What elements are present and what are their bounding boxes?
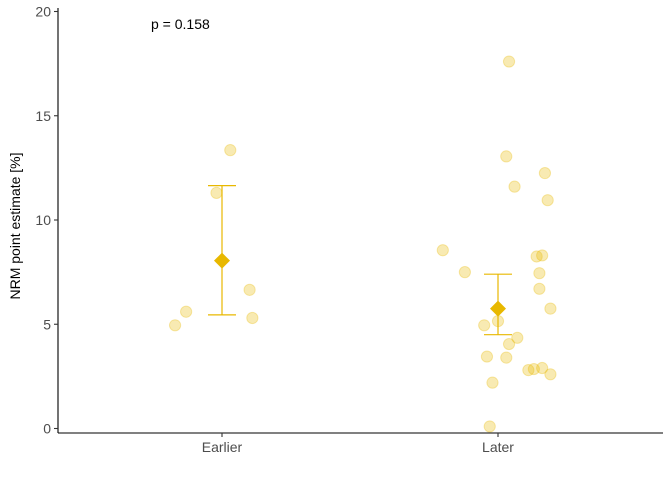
data-point [502,337,516,351]
data-point [527,362,540,376]
data-point [544,302,557,315]
plot-layer [168,55,557,433]
mean-marker [490,300,506,317]
data-point [478,319,491,332]
data-point [480,350,494,363]
y-tick-label: 5 [43,316,51,332]
mean-marker [214,252,230,269]
data-point [224,144,237,157]
data-point [168,319,182,332]
data-point [533,267,546,280]
data-point [530,250,543,263]
p-value-annotation: p = 0.158 [151,16,210,32]
data-point [180,305,193,318]
y-tick-label: 20 [35,4,51,20]
data-point [508,180,521,193]
data-point [533,282,546,295]
data-point [541,194,554,207]
data-point [436,244,449,257]
data-point [538,166,552,180]
y-tick-label: 0 [43,421,51,437]
data-point [502,55,516,68]
data-point [243,283,256,296]
data-point [486,376,499,389]
axis-layer: 0 5 10 15 20 Earlier Later [35,4,663,455]
y-axis-title: NRM point estimate [%] [7,152,23,299]
data-point [511,331,524,344]
data-point [500,150,513,163]
data-point [536,361,549,375]
data-point [458,266,471,279]
y-tick-label: 10 [35,212,51,228]
data-point [500,351,513,364]
data-point [246,311,259,325]
data-point [522,364,535,377]
data-point [483,420,496,433]
x-tick-label: Later [482,439,514,455]
data-point [544,368,557,381]
data-point [536,249,549,262]
y-tick-label: 15 [35,108,51,124]
data-point [210,186,223,199]
x-tick-label: Earlier [202,439,243,455]
